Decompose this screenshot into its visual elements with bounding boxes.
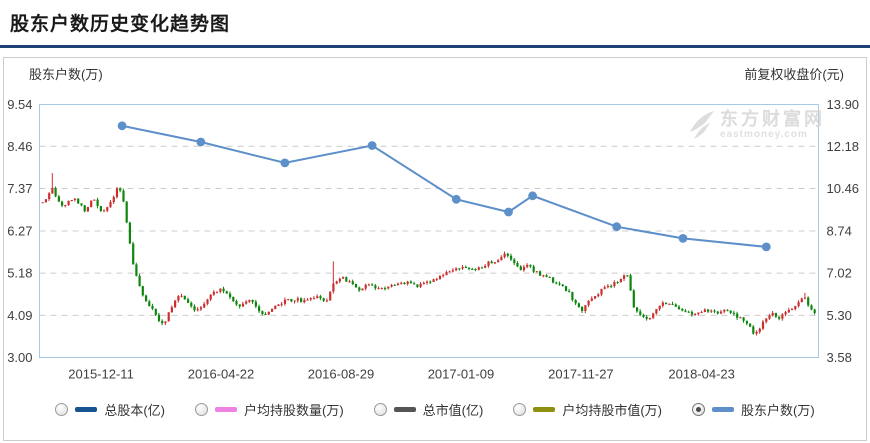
legend-item-0[interactable]: 总股本(亿) bbox=[55, 400, 165, 419]
radio-icon[interactable] bbox=[55, 403, 69, 416]
legend-item-3[interactable]: 户均持股市值(万) bbox=[513, 400, 662, 419]
right-axis-title: 前复权收盘价(元) bbox=[744, 67, 844, 82]
legend-item-4[interactable]: 股东户数(万) bbox=[692, 400, 815, 419]
legend-swatch bbox=[712, 407, 734, 412]
left-axis-title: 股东户数(万) bbox=[29, 67, 103, 82]
legend-label: 户均持股市值(万) bbox=[562, 403, 662, 418]
eastmoney-logo-icon bbox=[690, 111, 714, 139]
radio-icon[interactable] bbox=[194, 403, 208, 416]
watermark-brand: 东方财富网 bbox=[720, 109, 825, 129]
legend-swatch bbox=[214, 407, 237, 412]
legend: 总股本(亿) 户均持股数量(万) 总市值(亿) 户均持股市值(万) 股东户数(万) bbox=[0, 400, 870, 419]
title-divider bbox=[0, 45, 870, 48]
legend-label: 总股本(亿) bbox=[104, 403, 165, 418]
legend-swatch bbox=[533, 407, 556, 412]
legend-label: 户均持股数量(万) bbox=[243, 403, 344, 418]
legend-label: 总市值(亿) bbox=[422, 403, 484, 418]
page-title: 股东户数历史变化趋势图 bbox=[10, 14, 231, 35]
watermark-domain: eastmoney.com bbox=[720, 129, 808, 140]
radio-icon[interactable] bbox=[513, 403, 527, 416]
legend-swatch bbox=[75, 407, 98, 412]
legend-item-1[interactable]: 户均持股数量(万) bbox=[194, 400, 344, 419]
watermark: 东方财富网 eastmoney.com bbox=[688, 110, 825, 140]
legend-item-2[interactable]: 总市值(亿) bbox=[373, 400, 484, 419]
radio-icon[interactable] bbox=[373, 403, 387, 416]
radio-selected-icon[interactable] bbox=[692, 403, 705, 416]
legend-swatch bbox=[393, 407, 416, 412]
legend-label: 股东户数(万) bbox=[741, 403, 815, 418]
